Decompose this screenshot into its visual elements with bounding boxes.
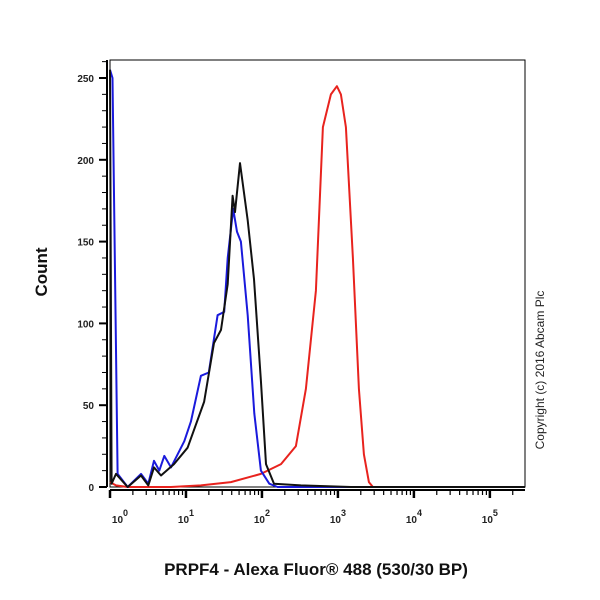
x-tick-label: 104	[406, 508, 422, 526]
histogram-series-1	[109, 69, 525, 488]
y-axis-title: Count	[32, 247, 51, 296]
x-tick-exponent: 3	[341, 508, 346, 518]
y-tick-label: 100	[77, 319, 94, 330]
x-tick-base: 10	[482, 515, 494, 526]
y-tick-label: 250	[77, 74, 94, 85]
x-tick-base: 10	[112, 515, 124, 526]
histogram-series-0	[109, 69, 525, 488]
y-tick-label: 50	[83, 401, 95, 412]
y-tick-label: 200	[77, 156, 94, 167]
x-tick-base: 10	[254, 515, 266, 526]
histogram-series-2	[109, 85, 525, 488]
x-tick-label: 101	[178, 508, 194, 526]
x-axis-title: PRPF4 - Alexa Fluor® 488 (530/30 BP)	[164, 560, 468, 579]
x-tick-exponent: 2	[265, 508, 270, 518]
x-tick-base: 10	[406, 515, 418, 526]
x-tick-label: 103	[330, 508, 346, 526]
x-tick-exponent: 4	[417, 508, 422, 518]
x-tick-base: 10	[178, 515, 190, 526]
x-tick-label: 105	[482, 508, 498, 526]
y-tick-label: 150	[77, 238, 94, 249]
x-tick-exponent: 5	[493, 508, 498, 518]
x-tick-label: 100	[112, 508, 128, 526]
copyright-annotation: Copyright (c) 2016 Abcam Plc	[533, 291, 547, 450]
series-group	[109, 69, 525, 488]
y-tick-label: 0	[88, 483, 94, 494]
x-tick-exponent: 1	[189, 508, 194, 518]
x-tick-label: 102	[254, 508, 270, 526]
x-tick-exponent: 0	[123, 508, 128, 518]
x-tick-base: 10	[330, 515, 342, 526]
y-axis: 0 50 100 150 200 250	[77, 60, 108, 494]
